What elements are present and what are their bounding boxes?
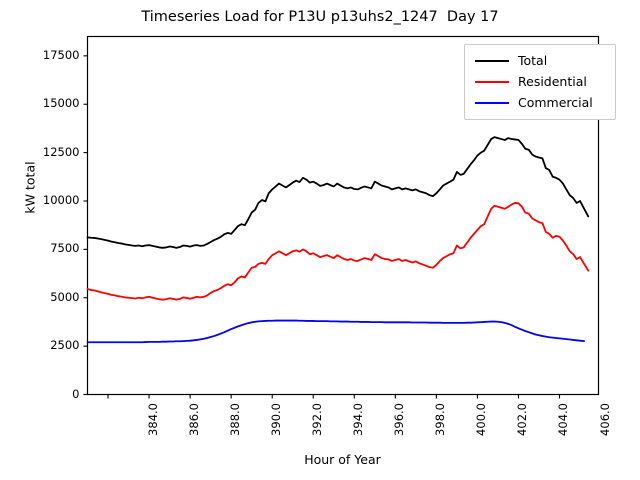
x-tick-label: 390.0 — [269, 402, 284, 436]
x-tick-label: 406.0 — [597, 402, 612, 436]
x-tick-label: 388.0 — [228, 402, 243, 436]
legend-entry-residential: Residential — [471, 71, 609, 92]
chart-title: Timeseries Load for P13U p13uhs2_1247 Da… — [141, 9, 499, 25]
x-axis-label: Hour of Year — [304, 452, 381, 467]
y-tick-label: 2500 — [50, 338, 80, 353]
x-tick-label: 384.0 — [145, 402, 160, 436]
x-tick-label: 398.0 — [433, 402, 448, 436]
legend-line-swatch — [475, 101, 509, 104]
y-tick-label: 10000 — [42, 192, 80, 207]
legend-entry-total: Total — [471, 50, 609, 71]
series-line-residential — [86, 202, 590, 301]
x-tick-label: 402.0 — [515, 402, 530, 436]
legend-line-swatch — [475, 59, 509, 62]
x-tick-label: 404.0 — [556, 402, 571, 436]
y-tick-label: 17500 — [42, 47, 80, 62]
axes-border — [86, 35, 600, 396]
y-tick-label: 5000 — [50, 289, 80, 304]
legend-entry-commercial: Commercial — [471, 92, 609, 113]
x-tick-label: 396.0 — [392, 402, 407, 436]
legend-line-swatch — [475, 80, 509, 83]
x-tick-label: 386.0 — [187, 402, 201, 436]
y-tick-label: 15000 — [42, 96, 80, 111]
y-tick-label: 0 — [72, 386, 80, 401]
tick-marks — [83, 55, 561, 399]
y-tick-label: 12500 — [42, 144, 80, 159]
legend-label: Commercial — [518, 94, 593, 110]
series-line-total — [86, 136, 590, 249]
series-line-commercial — [86, 319, 586, 344]
x-tick-label: 394.0 — [351, 402, 366, 436]
x-tick-label: 392.0 — [310, 402, 325, 436]
y-tick-label: 7500 — [50, 241, 80, 256]
series-lines — [86, 136, 590, 344]
x-tick-label: 400.0 — [474, 402, 489, 436]
legend-label: Residential — [518, 73, 587, 89]
legend-label: Total — [518, 52, 548, 68]
chart-legend: Total Residential Commercial — [464, 44, 616, 120]
axes-frame — [86, 35, 600, 396]
